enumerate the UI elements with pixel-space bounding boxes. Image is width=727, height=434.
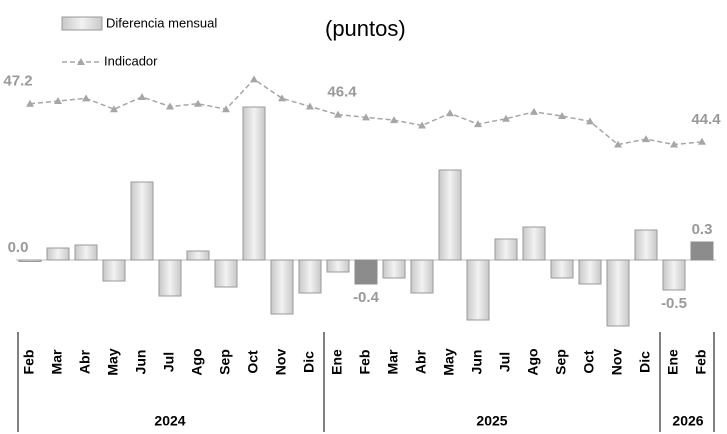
x-tick-label: Abr [77, 349, 93, 374]
indicator-marker [110, 105, 118, 113]
x-tick-label: Abr [413, 349, 429, 374]
x-tick-label: May [441, 348, 457, 375]
bar-value-label: -0.4 [353, 289, 380, 306]
indicator-marker [138, 92, 146, 100]
bar-value-label: 0.0 [8, 239, 29, 256]
x-tick-label: Jun [133, 350, 149, 375]
bar [186, 250, 210, 261]
indicator-marker [502, 114, 510, 122]
indicator-marker [222, 105, 230, 113]
bar [130, 181, 154, 261]
x-tick-label: May [105, 348, 121, 375]
bar [578, 259, 602, 285]
indicator-marker [390, 116, 398, 124]
line-value-label: 44.4 [691, 111, 721, 128]
indicator-marker [82, 94, 90, 102]
year-label: 2026 [672, 413, 703, 429]
bar-value-label: 0.3 [692, 221, 713, 238]
x-tick-label: Feb [693, 350, 709, 375]
bar [326, 259, 350, 273]
indicator-marker [362, 113, 370, 121]
bar [466, 259, 490, 321]
line-value-label: 46.4 [327, 84, 357, 101]
indicator-marker [250, 75, 258, 83]
bar [270, 259, 294, 315]
bar-value-label: -0.5 [661, 295, 687, 312]
x-tick-label: Ago [525, 348, 541, 375]
x-tick-label: Jun [469, 350, 485, 375]
x-tick-label: Mar [385, 349, 401, 374]
x-tick-label: Feb [21, 350, 37, 375]
x-tick-label: Nov [273, 349, 289, 376]
x-tick-label: Sep [553, 349, 569, 375]
indicator-marker [670, 140, 678, 148]
bar [382, 259, 406, 279]
indicator-marker [278, 94, 286, 102]
bar [494, 238, 518, 261]
subtitle: (puntos) [325, 16, 406, 41]
bar [522, 226, 546, 261]
bar [298, 259, 322, 294]
x-tick-label: Feb [357, 350, 373, 375]
x-tick-label: Jul [161, 352, 177, 372]
x-tick-label: Jul [497, 352, 513, 372]
bar [214, 259, 238, 288]
x-tick-label: Ene [665, 349, 681, 375]
indicator-marker [26, 99, 34, 107]
x-tick-label: Oct [245, 350, 261, 374]
x-tick-label: Ene [329, 349, 345, 375]
x-tick-label: Nov [609, 349, 625, 376]
bar [550, 259, 574, 279]
bar [634, 229, 658, 261]
indicator-line [29, 78, 703, 146]
indicator-marker [446, 109, 454, 117]
legend-bar-swatch [61, 16, 103, 31]
indicator-marker [166, 102, 174, 110]
x-tick-label: Ago [189, 348, 205, 375]
year-label: 2025 [476, 413, 507, 429]
bar [662, 259, 686, 291]
line-value-label: 47.2 [3, 73, 32, 90]
indicator-marker [698, 137, 706, 145]
x-tick-label: Dic [637, 351, 653, 373]
indicator-marker [586, 117, 594, 125]
x-tick-label: Sep [217, 349, 233, 375]
bar [242, 106, 266, 261]
x-tick-label: Dic [301, 351, 317, 373]
bar [410, 259, 434, 294]
indicator-marker [614, 140, 622, 148]
indicator-marker [334, 110, 342, 118]
indicator-marker [530, 107, 538, 115]
indicator-marker [54, 97, 62, 105]
indicator-marker [642, 135, 650, 143]
bar [354, 259, 378, 285]
legend-bar-label: Diferencia mensual [106, 15, 217, 30]
indicator-marker [194, 99, 202, 107]
indicator-marker [474, 120, 482, 128]
bar [46, 247, 70, 261]
indicator-marker [306, 102, 314, 110]
legend-line-marker [77, 58, 85, 65]
year-label: 2024 [154, 413, 185, 429]
bar [158, 259, 182, 297]
indicator-marker [558, 112, 566, 119]
x-tick-label: Mar [49, 349, 65, 374]
bar [438, 169, 462, 261]
x-tick-label: Oct [581, 350, 597, 374]
bar [606, 259, 630, 327]
bar [102, 259, 126, 282]
bar [74, 244, 98, 261]
legend-line-label: Indicador [104, 53, 158, 68]
bar [690, 241, 714, 261]
indicator-marker [418, 121, 426, 129]
bar [18, 259, 42, 262]
